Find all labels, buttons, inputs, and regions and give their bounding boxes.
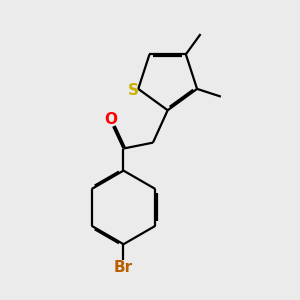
Text: S: S [128, 83, 139, 98]
Text: O: O [105, 112, 118, 128]
Text: Br: Br [114, 260, 133, 275]
